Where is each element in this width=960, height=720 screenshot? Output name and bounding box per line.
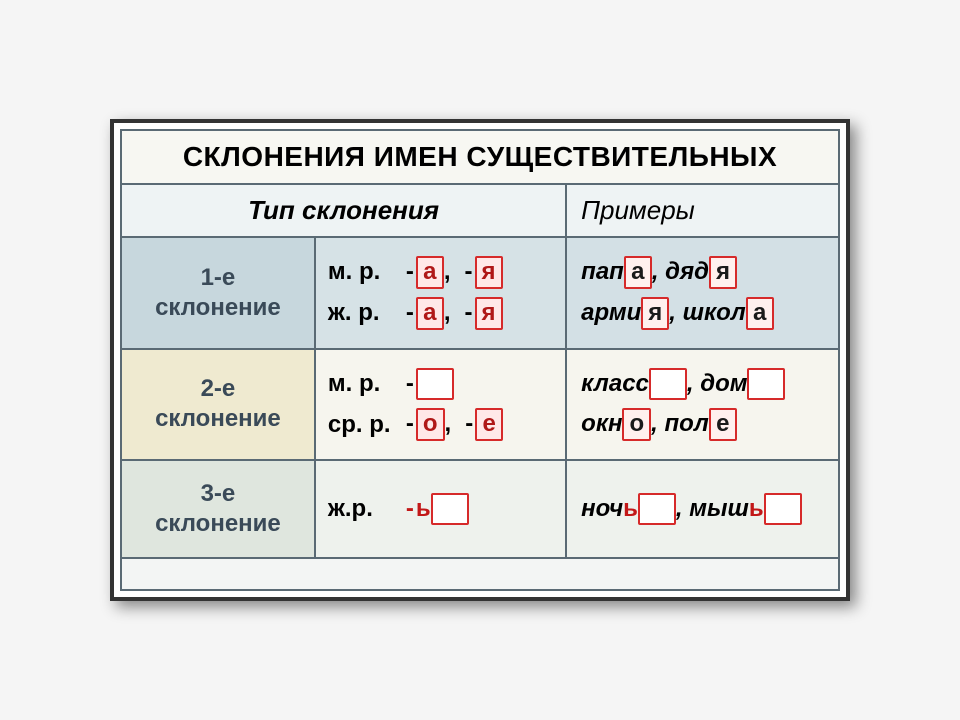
decl1-examples: папа, дядя армия, школа bbox=[566, 237, 839, 349]
decl2-label-line1: 2-е bbox=[201, 375, 236, 402]
decl2-label: 2-е склонение bbox=[121, 349, 315, 461]
decl1-m-gender: м. р. bbox=[328, 258, 392, 286]
ending-box-empty: _ bbox=[764, 493, 802, 526]
ending-box-empty: _ bbox=[431, 493, 469, 526]
decl1-endings: м. р. -а, -я ж. р. -а, -я bbox=[315, 237, 566, 349]
ending-box: а bbox=[624, 256, 652, 289]
ending-box: я bbox=[709, 256, 737, 289]
header-type: Тип склонения bbox=[121, 184, 566, 237]
ending-box: я bbox=[641, 297, 669, 330]
decl1-m-row: м. р. -а, -я bbox=[328, 256, 553, 289]
decl2-m-row: м. р. -_ bbox=[328, 368, 553, 401]
decl3-f-row: ж.р. -ь_ bbox=[328, 493, 553, 526]
decl1-label-line2: склонение bbox=[155, 294, 281, 321]
ending-box: а bbox=[416, 256, 444, 289]
ending-box: а bbox=[416, 297, 444, 330]
decl2-n-gender: ср. р. bbox=[328, 411, 392, 439]
ending-box: о bbox=[622, 408, 651, 441]
title-row: СКЛОНЕНИЯ ИМЕН СУЩЕСТВИТЕЛЬНЫХ bbox=[121, 130, 839, 184]
ending-box: а bbox=[746, 297, 774, 330]
ending-box: я bbox=[475, 256, 503, 289]
decl1-ex-f: армия, школа bbox=[581, 297, 824, 330]
ending-box: е bbox=[475, 408, 503, 441]
decl2-m-gender: м. р. bbox=[328, 370, 392, 398]
ending-box-empty: _ bbox=[747, 368, 785, 401]
ending-box-empty: _ bbox=[649, 368, 687, 401]
ending-box: я bbox=[475, 297, 503, 330]
ending-box-empty: _ bbox=[638, 493, 676, 526]
decl1-label-line1: 1-е bbox=[201, 264, 236, 291]
header-row: Тип склонения Примеры bbox=[121, 184, 839, 237]
decl1-ex-m: папа, дядя bbox=[581, 256, 824, 289]
ending-box: о bbox=[416, 408, 445, 441]
decl3-label-line2: склонение bbox=[155, 510, 281, 537]
row-declension-1: 1-е склонение м. р. -а, -я ж. р. -а, -я … bbox=[121, 237, 839, 349]
footer-strip bbox=[121, 558, 839, 590]
ending-box-empty: _ bbox=[416, 368, 454, 401]
poster-frame: СКЛОНЕНИЯ ИМЕН СУЩЕСТВИТЕЛЬНЫХ Тип склон… bbox=[110, 119, 850, 601]
decl3-examples: ночь_, мышь_ bbox=[566, 460, 839, 558]
decl3-endings: ж.р. -ь_ bbox=[315, 460, 566, 558]
decl2-ex-m: класс_, дом_ bbox=[581, 368, 824, 401]
decl2-examples: класс_, дом_ окно, поле bbox=[566, 349, 839, 461]
decl2-label-line2: склонение bbox=[155, 405, 281, 432]
header-examples: Примеры bbox=[566, 184, 839, 237]
decl3-f-gender: ж.р. bbox=[328, 495, 392, 523]
ending-box: е bbox=[709, 408, 737, 441]
footer-row bbox=[121, 558, 839, 590]
decl2-n-row: ср. р. -о, -е bbox=[328, 408, 553, 441]
table-title: СКЛОНЕНИЯ ИМЕН СУЩЕСТВИТЕЛЬНЫХ bbox=[121, 130, 839, 184]
decl3-label-line1: 3-е bbox=[201, 480, 236, 507]
decl1-f-gender: ж. р. bbox=[328, 299, 392, 327]
soft-sign: ь bbox=[416, 495, 431, 522]
declension-table: СКЛОНЕНИЯ ИМЕН СУЩЕСТВИТЕЛЬНЫХ Тип склон… bbox=[120, 129, 840, 591]
decl3-label: 3-е склонение bbox=[121, 460, 315, 558]
decl2-endings: м. р. -_ ср. р. -о, -е bbox=[315, 349, 566, 461]
row-declension-2: 2-е склонение м. р. -_ ср. р. -о, -е кла… bbox=[121, 349, 839, 461]
decl1-label: 1-е склонение bbox=[121, 237, 315, 349]
decl1-f-row: ж. р. -а, -я bbox=[328, 297, 553, 330]
decl3-ex: ночь_, мышь_ bbox=[581, 493, 824, 526]
decl2-ex-n: окно, поле bbox=[581, 408, 824, 441]
row-declension-3: 3-е склонение ж.р. -ь_ ночь_, мышь_ bbox=[121, 460, 839, 558]
